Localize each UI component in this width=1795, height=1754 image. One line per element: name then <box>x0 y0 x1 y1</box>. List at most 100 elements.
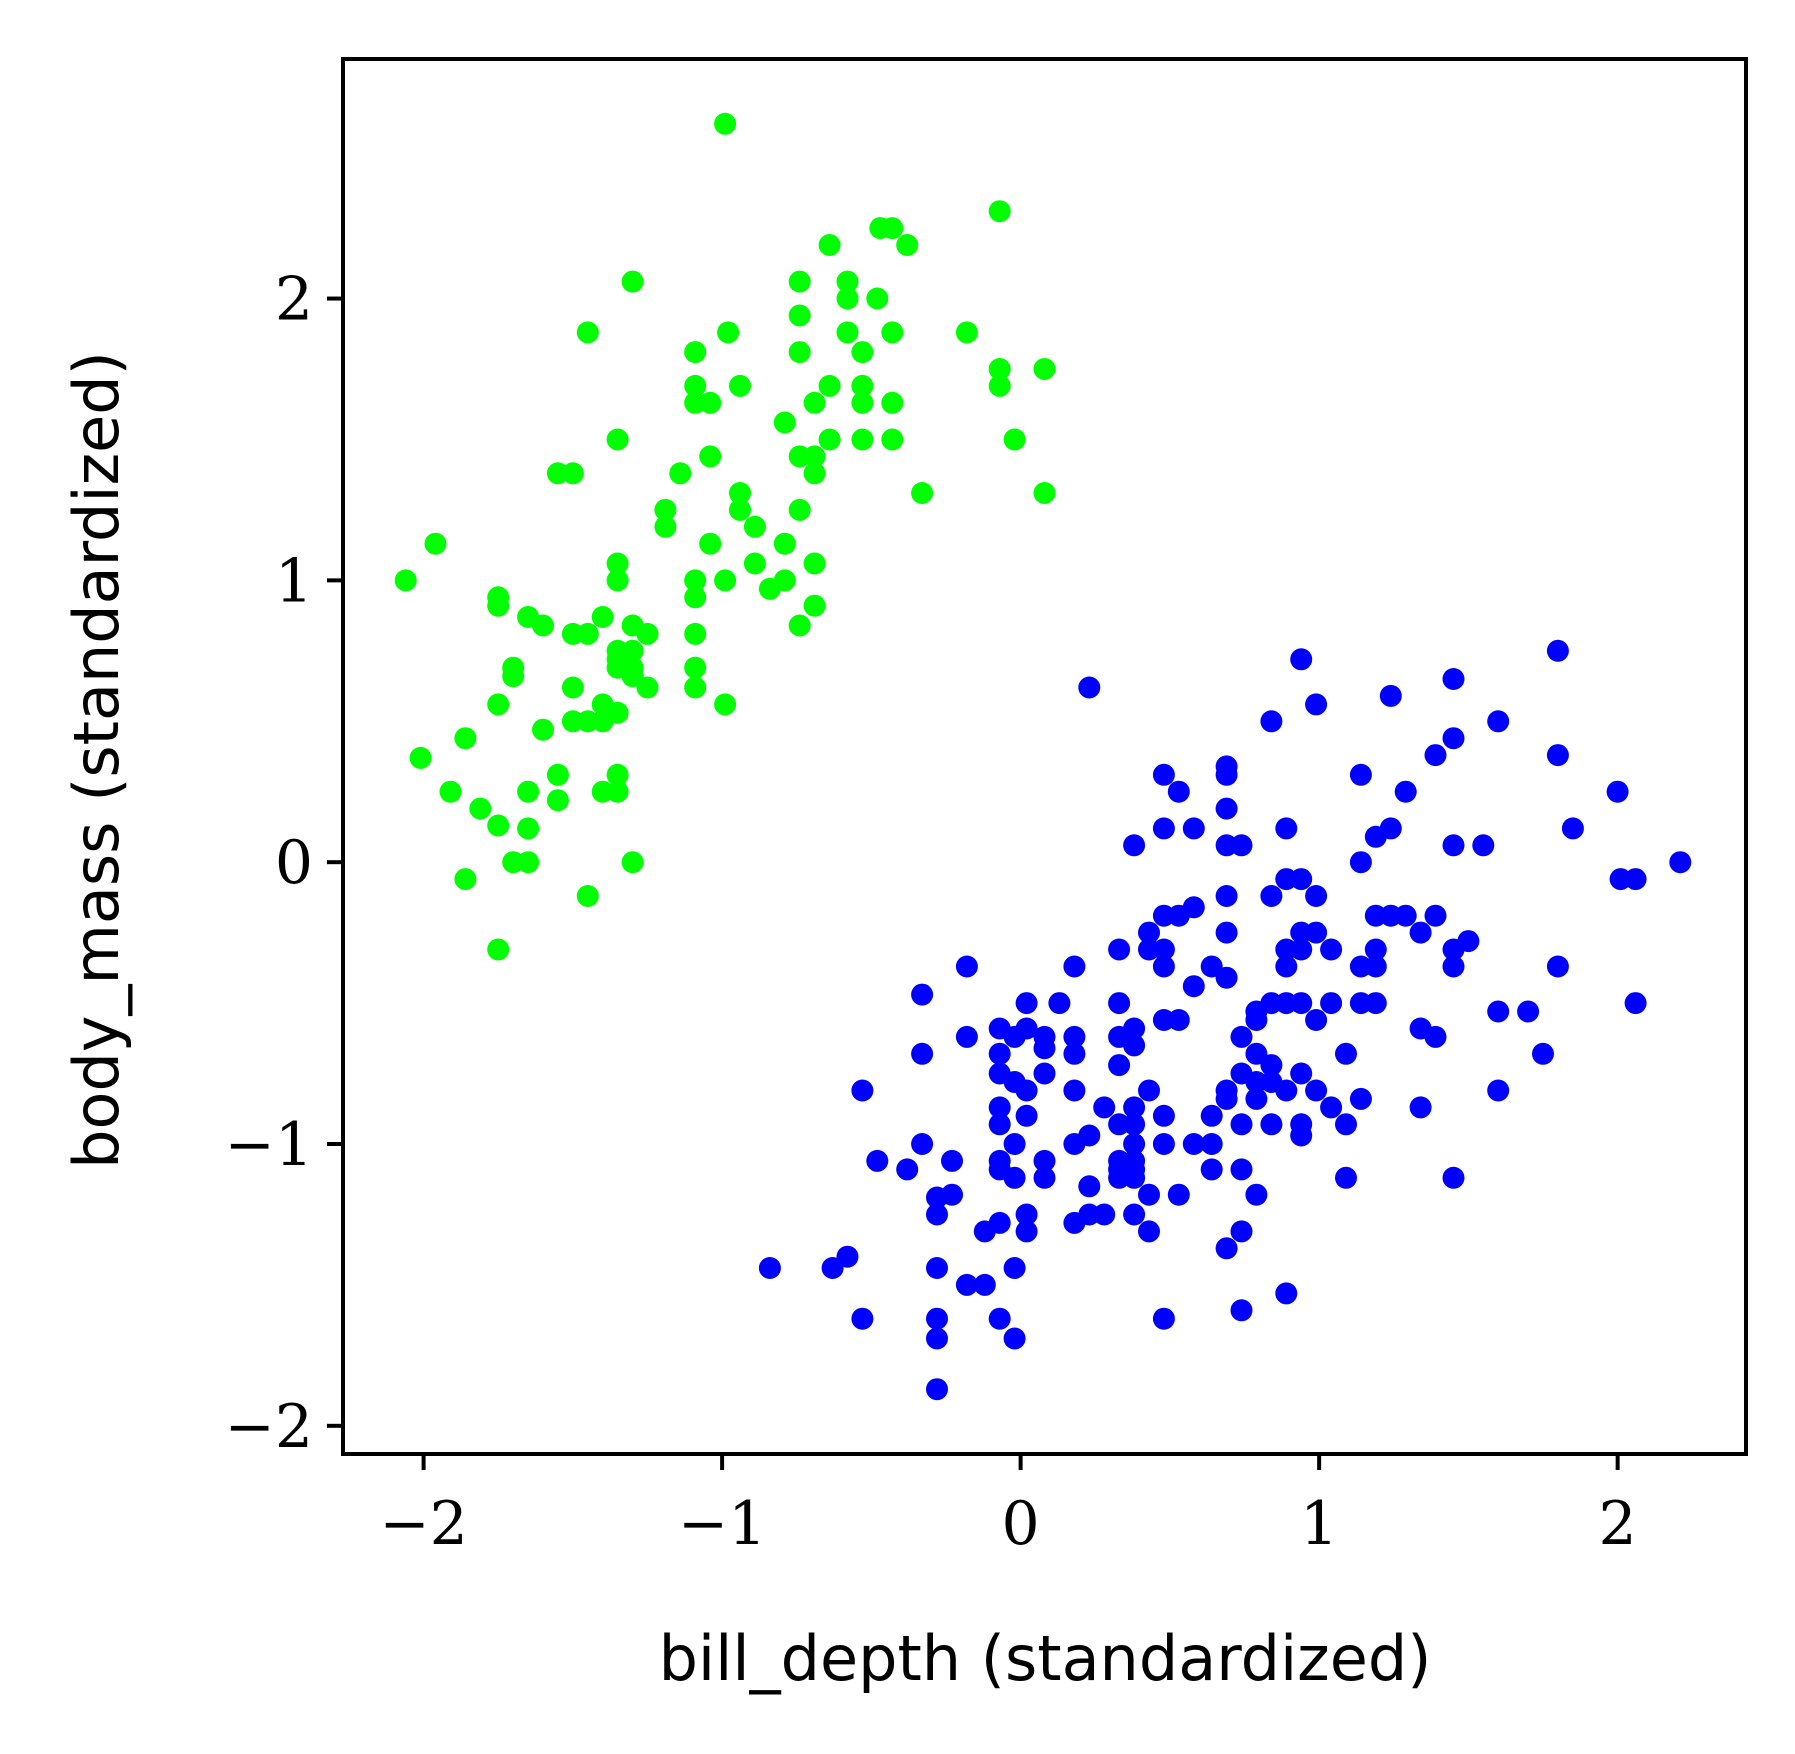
data-point-series-1 <box>424 532 447 555</box>
data-point-series-2 <box>1138 1079 1160 1102</box>
data-point-series-1 <box>714 693 737 716</box>
data-point-series-1 <box>1003 428 1026 451</box>
data-point-series-2 <box>1230 1220 1253 1243</box>
data-point-series-2 <box>1167 780 1190 803</box>
data-point-series-1 <box>896 234 919 256</box>
data-point-series-2 <box>1561 817 1584 840</box>
data-point-series-1 <box>866 287 889 310</box>
y-axis-label: body_mass (standardized) <box>60 351 133 1169</box>
data-point-series-2 <box>1442 727 1465 750</box>
data-point-series-1 <box>803 552 826 575</box>
data-point-series-2 <box>1394 904 1417 927</box>
data-point-series-1 <box>699 532 722 555</box>
data-point-series-2 <box>1152 1307 1175 1330</box>
data-point-series-2 <box>1245 1087 1268 1110</box>
data-point-series-1 <box>621 665 644 688</box>
data-point-series-2 <box>1138 921 1160 944</box>
data-point-series-1 <box>836 287 859 310</box>
data-point-series-2 <box>1260 710 1283 733</box>
data-point-series-2 <box>1123 1096 1146 1119</box>
data-point-series-2 <box>1546 955 1569 978</box>
data-point-series-1 <box>654 498 677 521</box>
data-point-series-1 <box>654 515 677 538</box>
data-point-series-2 <box>1182 975 1205 998</box>
data-point-series-1 <box>684 676 707 699</box>
data-point-series-1 <box>729 482 751 504</box>
data-point-series-2 <box>1138 1220 1160 1243</box>
plot-frame <box>341 57 1748 1456</box>
data-point-series-2 <box>1442 834 1465 857</box>
data-point-series-1 <box>409 746 432 769</box>
data-point-series-2 <box>1409 921 1432 944</box>
data-point-series-2 <box>1152 1133 1175 1155</box>
data-point-series-2 <box>1048 992 1071 1015</box>
data-point-series-2 <box>851 1079 874 1102</box>
data-point-series-1 <box>818 234 841 256</box>
data-point-series-2 <box>836 1245 859 1268</box>
data-point-series-2 <box>1275 817 1298 840</box>
data-point-series-1 <box>469 797 492 820</box>
data-point-series-2 <box>1546 744 1569 767</box>
data-point-series-1 <box>684 374 707 397</box>
data-point-series-2 <box>1230 1025 1253 1048</box>
data-point-series-2 <box>1003 1025 1026 1048</box>
data-point-series-1 <box>636 676 659 699</box>
data-point-series-1 <box>851 341 874 364</box>
data-point-series-2 <box>1669 851 1692 874</box>
data-point-series-2 <box>1335 1042 1357 1065</box>
data-point-series-2 <box>1364 992 1387 1015</box>
data-point-series-1 <box>576 622 599 645</box>
data-point-series-1 <box>606 552 629 575</box>
data-point-series-1 <box>729 374 751 397</box>
data-point-series-2 <box>1138 1183 1160 1206</box>
y-tick-label: 2 <box>275 265 313 335</box>
data-point-series-2 <box>1624 868 1647 891</box>
data-point-series-1 <box>561 676 584 699</box>
data-point-series-1 <box>606 428 629 451</box>
data-point-series-1 <box>788 498 811 521</box>
data-point-series-2 <box>926 1186 948 1209</box>
data-point-series-2 <box>1335 1113 1357 1136</box>
data-point-series-1 <box>714 569 737 592</box>
data-point-series-2 <box>1275 955 1298 978</box>
data-point-series-2 <box>1349 1087 1372 1110</box>
data-point-series-2 <box>1033 1062 1056 1085</box>
data-point-series-2 <box>1123 834 1146 857</box>
data-point-series-1 <box>591 606 614 628</box>
data-point-series-2 <box>1215 921 1238 944</box>
data-point-series-1 <box>1033 482 1056 504</box>
data-point-series-1 <box>517 780 540 803</box>
data-point-series-1 <box>606 569 629 592</box>
data-point-series-2 <box>1320 1096 1343 1119</box>
data-point-series-2 <box>1152 763 1175 786</box>
data-point-series-1 <box>454 727 477 750</box>
data-point-series-2 <box>1624 992 1647 1015</box>
data-point-series-1 <box>591 710 614 733</box>
data-point-series-2 <box>1003 1257 1026 1279</box>
data-point-series-1 <box>803 462 826 485</box>
data-point-series-2 <box>1063 1025 1086 1048</box>
data-point-series-2 <box>1442 668 1465 690</box>
data-point-series-2 <box>1063 1133 1086 1155</box>
data-point-series-2 <box>1215 966 1238 989</box>
data-point-series-2 <box>1424 1025 1447 1048</box>
data-point-series-2 <box>1215 763 1238 786</box>
data-point-series-1 <box>561 462 584 485</box>
data-point-series-2 <box>1290 992 1313 1015</box>
data-point-series-1 <box>881 321 904 344</box>
data-point-series-2 <box>973 1273 996 1296</box>
data-point-series-1 <box>684 656 707 679</box>
data-point-series-1 <box>669 462 692 485</box>
data-point-series-2 <box>926 1378 948 1401</box>
data-point-series-1 <box>576 885 599 907</box>
data-point-series-2 <box>1517 1000 1540 1023</box>
data-point-series-1 <box>836 270 859 293</box>
data-point-series-1 <box>803 391 826 414</box>
data-point-series-2 <box>758 1257 781 1279</box>
data-point-series-2 <box>955 1273 978 1296</box>
x-tick-label: 1 <box>1300 1489 1338 1559</box>
data-point-series-2 <box>1033 1166 1056 1189</box>
data-point-series-2 <box>1379 684 1402 707</box>
data-point-series-2 <box>973 1220 996 1243</box>
